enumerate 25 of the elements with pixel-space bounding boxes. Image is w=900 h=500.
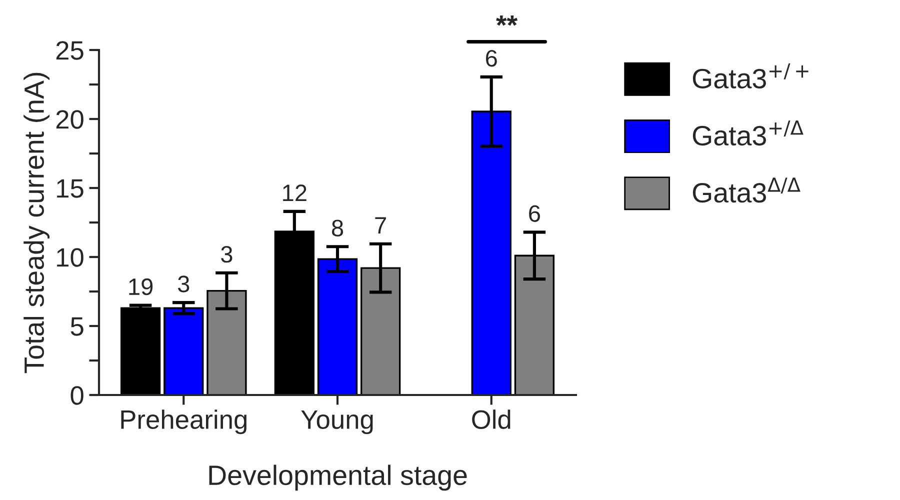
bar [120,307,161,395]
legend-label: Gata3$^{+/Δ}$ [692,120,804,146]
y-axis-title: Total steady current (nA) [24,72,50,374]
y-tick-label: 20 [56,110,84,129]
annotation: 7 [375,217,386,234]
annotation: 19 [129,278,153,296]
annotation: 8 [332,220,344,236]
y-tick-label: 0 [70,386,84,405]
x-tick-label: Old [472,410,510,429]
bar [164,307,204,395]
annotation: 3 [221,246,232,263]
legend-label: Gata3$^{+/+}$ [692,63,808,88]
y-tick-label: 10 [57,248,84,267]
annotation: 12 [283,184,306,202]
x-tick-label: Prehearing [121,410,246,434]
annotation: 3 [178,276,190,292]
x-axis-title: Developmental stage [209,464,467,491]
y-tick-label: 25 [56,41,84,60]
annotation: 6 [529,205,540,222]
legend-label: Gata3$^{Δ/Δ}$ [692,178,800,203]
text: ** [496,15,518,26]
y-tick-label: 5 [70,317,84,336]
x-tick-label: Young [301,410,373,434]
annotation: 6 [486,50,497,67]
y-tick-label: 15 [57,179,84,198]
